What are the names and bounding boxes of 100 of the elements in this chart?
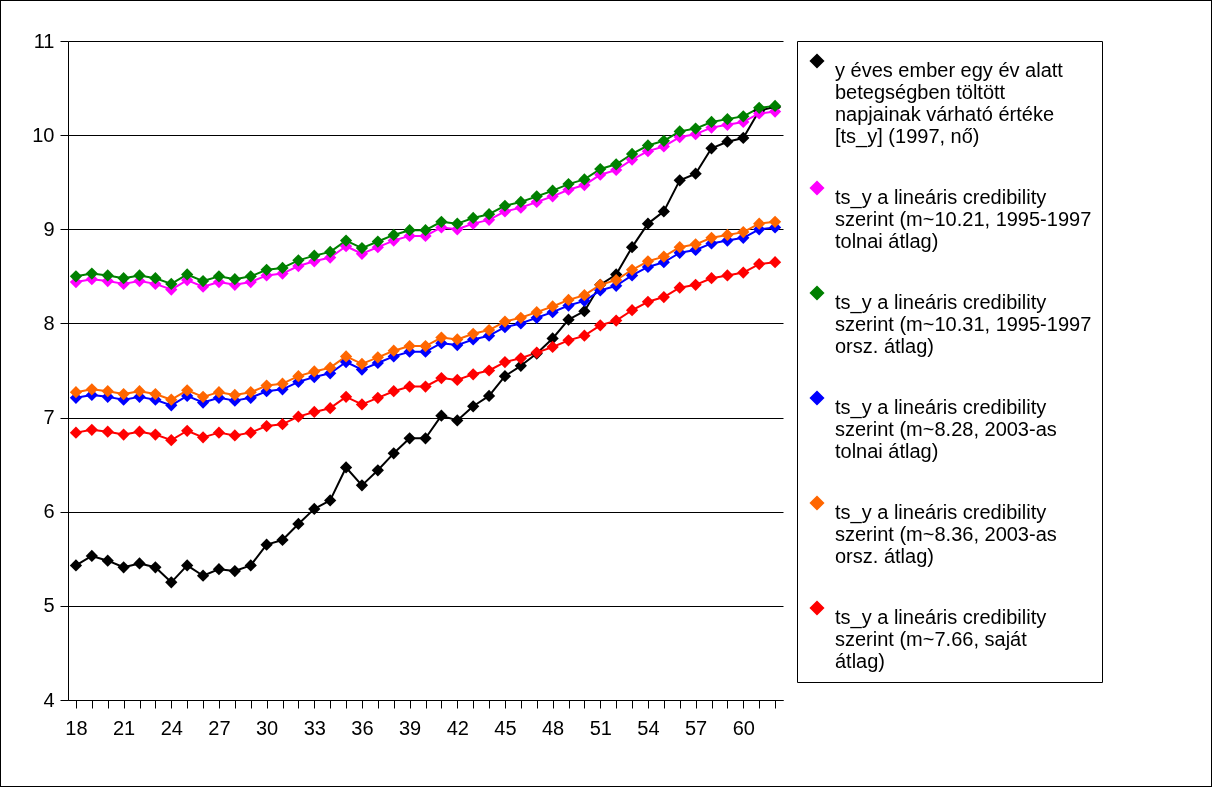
point (673, 281, 686, 294)
point (578, 305, 591, 318)
y-tick-label: 11 (33, 29, 55, 52)
point (768, 215, 782, 228)
point (244, 426, 257, 439)
point (276, 533, 289, 547)
point (371, 391, 384, 404)
x-tick-label: 30 (255, 716, 279, 739)
point (721, 269, 734, 282)
point (578, 173, 591, 186)
point (482, 323, 496, 337)
point (753, 257, 766, 271)
point (212, 563, 226, 576)
point (514, 311, 527, 324)
point (546, 184, 559, 197)
point (689, 238, 702, 251)
point (514, 352, 527, 365)
point (737, 225, 750, 239)
point (276, 377, 289, 390)
x-tick-label: 36 (351, 716, 374, 739)
point (562, 334, 575, 347)
point (419, 380, 432, 393)
point (657, 134, 670, 147)
point (403, 380, 416, 393)
point (482, 364, 496, 377)
point (101, 385, 114, 398)
point (737, 131, 750, 145)
point (705, 231, 718, 244)
point (308, 249, 321, 262)
point (69, 426, 83, 439)
point (435, 215, 448, 228)
point (292, 370, 305, 383)
point (498, 355, 512, 369)
x-tick-label: 42 (446, 716, 469, 739)
point (181, 559, 194, 572)
point (641, 139, 655, 152)
x-tick-label: 48 (541, 716, 565, 739)
point (149, 387, 162, 401)
point (387, 228, 400, 242)
point (133, 269, 146, 282)
point (260, 419, 273, 433)
point (117, 428, 130, 441)
point (371, 351, 384, 364)
point (610, 314, 623, 327)
point (212, 270, 226, 283)
point (212, 386, 226, 399)
point (149, 561, 162, 574)
y-tick-label: 9 (43, 217, 55, 240)
point (641, 295, 655, 308)
point (705, 115, 718, 129)
point (594, 319, 607, 332)
point (355, 357, 369, 371)
point (85, 549, 98, 563)
point (117, 272, 130, 285)
legend-label: ts_y a lineáris credibility szerint (m~7.66, saját átlag) (835, 606, 1047, 672)
y-tick-label: 6 (43, 500, 55, 523)
point (482, 208, 496, 221)
point (228, 273, 241, 286)
point (308, 365, 321, 378)
point (196, 569, 210, 582)
point (101, 269, 114, 282)
point (546, 340, 559, 354)
point (721, 135, 734, 148)
legend-label: y éves ember egy év alatt betegségben töltött napjainak várható értéke [ts_y] (1997, nő) (835, 59, 1064, 148)
point (101, 554, 114, 567)
point (419, 224, 432, 237)
point (467, 211, 480, 225)
point (260, 379, 273, 392)
point (482, 389, 496, 403)
x-tick-label: 33 (303, 716, 326, 739)
point (562, 177, 575, 191)
x-tick-label: 24 (160, 716, 183, 739)
y-tick-label: 4 (43, 688, 55, 711)
point (625, 263, 639, 276)
legend-label: ts_y a lineáris credibility szerint (m~10.31, 1995-1997 orsz. átlag) (835, 291, 1092, 357)
point (578, 329, 591, 342)
point (498, 370, 512, 383)
point (308, 502, 321, 516)
x-tick-label: 45 (494, 716, 517, 739)
point (371, 235, 384, 248)
point (69, 559, 83, 572)
point (324, 494, 337, 507)
point (165, 393, 178, 406)
y-tick-label: 10 (32, 123, 55, 146)
point (228, 564, 241, 578)
point (768, 256, 782, 269)
point (721, 113, 734, 126)
point (260, 263, 273, 276)
point (149, 272, 162, 285)
legend-label: ts_y a lineáris credibility szerint (m~8.28, 2003-as tolnai átlag) (835, 396, 1057, 462)
point (324, 402, 337, 415)
point (117, 561, 130, 574)
point (673, 125, 686, 138)
point (705, 272, 718, 285)
point (196, 390, 210, 403)
point (181, 268, 194, 281)
point (355, 398, 369, 411)
point (69, 270, 83, 283)
point (244, 559, 257, 572)
point (244, 386, 257, 399)
